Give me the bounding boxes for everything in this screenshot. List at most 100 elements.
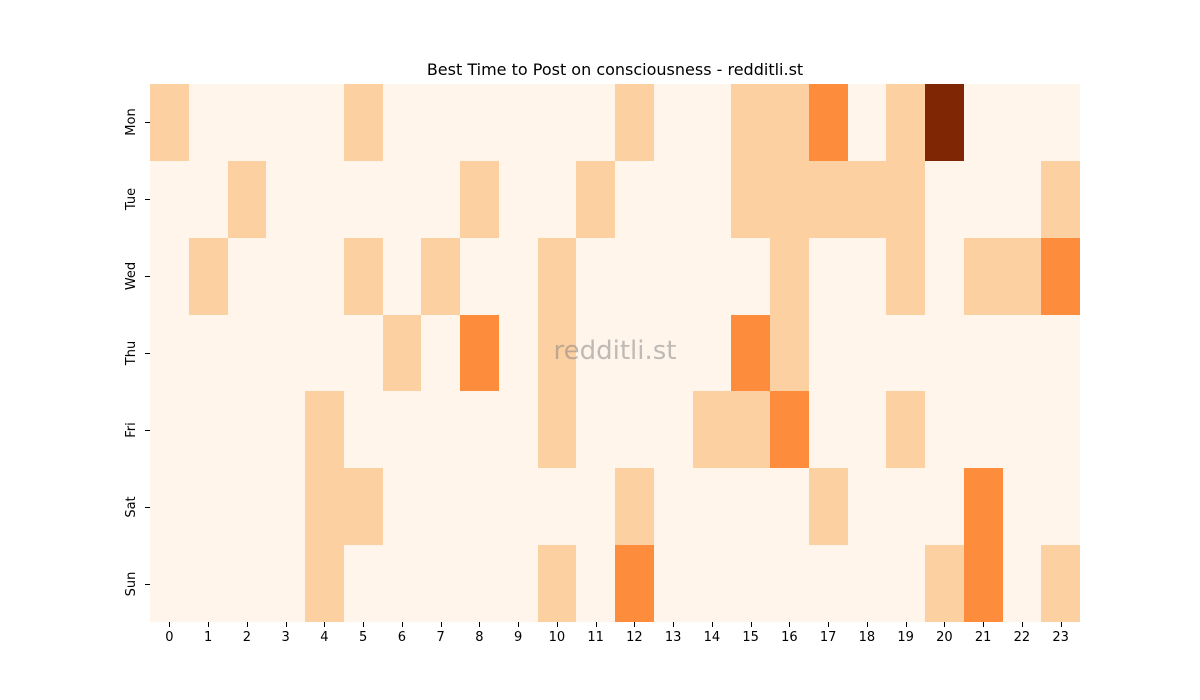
heatmap-cell [731,84,770,161]
heatmap-cell [188,468,228,546]
x-tick [401,622,403,627]
heatmap-cell [963,545,1003,622]
heatmap-cell [1041,237,1080,315]
heatmap-cell [305,391,344,469]
heatmap-cell [227,237,267,315]
x-tick [1060,622,1062,627]
heatmap-cell [266,314,305,392]
x-tick-label: 23 [1052,630,1069,645]
heatmap-cell [1002,545,1042,622]
y-tick-label: Sat [124,496,139,518]
heatmap-cell [925,237,964,315]
heatmap-cell [227,391,267,469]
x-tick-label: 22 [1013,630,1031,645]
heatmap-cell [537,84,577,161]
heatmap-cell [731,545,770,622]
heatmap-cell [537,391,577,469]
heatmap-cell [731,468,770,546]
heatmap-cell [1002,84,1042,161]
heatmap-cell [1002,391,1042,469]
heatmap-cell [343,391,383,469]
heatmap-cell [731,237,770,315]
heatmap-cell [1041,314,1080,392]
heatmap-cell [188,391,228,469]
heatmap-cell [421,237,460,315]
heatmap-cell [615,314,654,392]
x-tick-label: 3 [281,630,290,645]
heatmap-cell [188,237,228,315]
y-tick [145,122,150,124]
heatmap-cell [808,160,848,238]
heatmap-cell [150,468,189,546]
heatmap-cell [886,391,925,469]
heatmap-cell [1041,391,1080,469]
heatmap-cell [847,84,887,161]
heatmap-cell [498,545,538,622]
heatmap-cell [615,391,654,469]
heatmap-cell [421,545,460,622]
y-tick-label: Wed [124,261,139,291]
heatmap-cell [808,84,848,161]
heatmap-cell [886,545,925,622]
heatmap-cell [770,545,809,622]
heatmap-cell [343,160,383,238]
heatmap-cell [963,391,1003,469]
x-tick-label: 19 [897,630,914,645]
x-tick-label: 16 [781,630,798,645]
heatmap-cell [460,468,499,546]
heatmap-cell [382,314,422,392]
heatmap-cell [1002,314,1042,392]
heatmap-cell [963,314,1003,392]
y-tick-label: Mon [124,108,139,137]
heatmap-cell [576,468,615,546]
heatmap-cell [305,160,344,238]
heatmap-cell [150,160,189,238]
heatmap-cell [1002,468,1042,546]
heatmap-cell [227,545,267,622]
heatmap-cell [692,237,732,315]
heatmap-cell [653,391,693,469]
heatmap-cell [963,84,1003,161]
heatmap-cell [305,84,344,161]
x-tick-label: 21 [974,630,992,645]
heatmap-cell [305,468,344,546]
x-tick-label: 6 [397,630,407,645]
y-tick-label: Thu [124,340,139,366]
heatmap-cell [886,314,925,392]
heatmap-cell [460,391,499,469]
heatmap-cell [1002,237,1042,315]
heatmap-cell [188,545,228,622]
heatmap-cell [576,314,615,392]
heatmap-cell [266,545,305,622]
x-tick-label: 12 [626,630,643,645]
x-tick-label: 7 [436,630,445,645]
x-tick [866,622,868,627]
heatmap-cell [770,314,809,392]
y-tick [145,583,150,585]
heatmap-cell [421,391,460,469]
heatmap-cell [847,391,887,469]
heatmap-cell [150,314,189,392]
x-tick [324,622,326,627]
heatmap-cell [692,391,732,469]
heatmap-cell [770,160,809,238]
heatmap-cell [808,468,848,546]
heatmap-cell [343,468,383,546]
heatmap-cell [886,160,925,238]
heatmap-cell [653,237,693,315]
heatmap-cell [498,391,538,469]
heatmap-cell [615,84,654,161]
heatmap-cell [460,84,499,161]
x-tick-label: 11 [587,630,604,645]
heatmap-cell [653,314,693,392]
heatmap-cell [382,84,422,161]
x-tick-label: 14 [703,630,721,645]
heatmap-cell [963,468,1003,546]
heatmap-grid [150,84,1080,622]
heatmap-cell [227,468,267,546]
heatmap-cell [576,237,615,315]
x-tick [208,622,210,627]
heatmap-cell [460,314,499,392]
heatmap-cell [421,84,460,161]
x-tick [828,622,830,627]
